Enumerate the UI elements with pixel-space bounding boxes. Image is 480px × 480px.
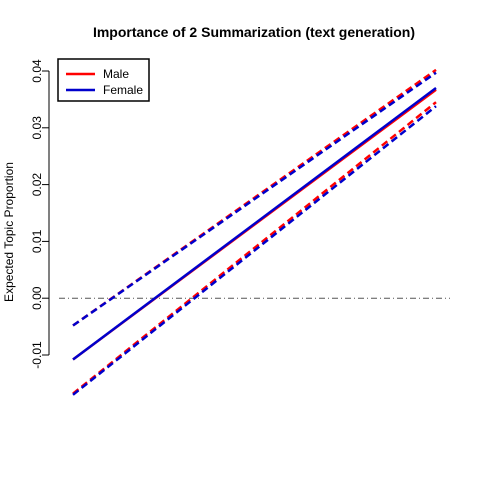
y-axis-label: Expected Topic Proportion	[2, 162, 16, 302]
female-lower-ci-line	[72, 105, 437, 396]
y-axis: -0.01 0.00 0.01 0.02 0.03 0.04	[30, 59, 50, 369]
male-lower-ci-line	[72, 101, 437, 395]
legend-box	[57, 58, 150, 102]
y-tick-label: 0.03	[30, 116, 44, 140]
y-tick-label: 0.02	[30, 173, 44, 197]
y-tick-label: 0.04	[30, 59, 44, 83]
legend-label-male: Male	[103, 67, 129, 81]
legend-label-female: Female	[103, 83, 143, 97]
female-upper-ci-line	[72, 71, 437, 327]
y-tick-label: -0.01	[30, 341, 44, 369]
y-tick-label: 0.01	[30, 229, 44, 253]
female-estimate-line	[72, 86, 437, 361]
chart-title: Importance of 2 Summarization (text gene…	[93, 24, 415, 40]
y-tick-label: 0.00	[30, 286, 44, 310]
legend: Male Female	[57, 58, 150, 102]
series-lines	[72, 68, 437, 396]
